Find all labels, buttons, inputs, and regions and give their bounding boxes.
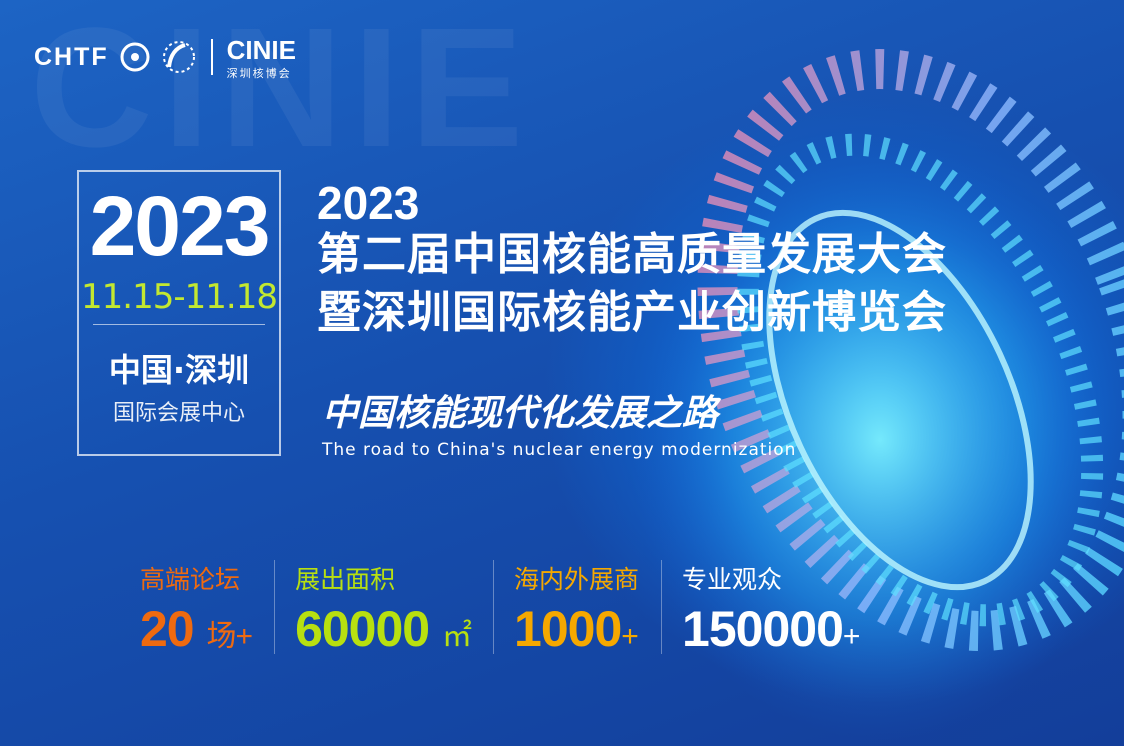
divider: [93, 324, 265, 325]
chtf-logo: CHTF: [34, 42, 109, 71]
stat-value: 20: [140, 601, 195, 657]
title-year: 2023: [317, 177, 420, 229]
stat-label: 高端论坛: [140, 565, 241, 594]
logo-divider: [210, 39, 213, 75]
stat-exhibitors: 海内外展商 1000+: [514, 560, 663, 657]
stat-unit: 场+: [206, 620, 254, 653]
watermark-text: CINIE: [30, 0, 534, 183]
cinie-subtitle: 深圳核博会: [226, 67, 292, 80]
swirl-graphic: [630, 49, 1124, 740]
venue: 国际会展中心: [112, 401, 245, 426]
stat-unit: ㎡: [442, 620, 472, 653]
logo-group: CHTF CINIE 深圳核博会: [34, 35, 296, 79]
title-line-2: 暨深圳国际核能产业创新博览会: [317, 287, 947, 338]
stat-visitors: 专业观众 150000+: [682, 560, 881, 657]
stat-label: 专业观众: [682, 565, 783, 594]
chtf-emblem-icon: [120, 42, 150, 72]
cinie-text: CINIE: [226, 35, 296, 65]
event-title: 2023 第二届中国核能高质量发展大会 暨深圳国际核能产业创新博览会: [317, 180, 947, 342]
cinie-logo: CINIE 深圳核博会: [227, 35, 296, 79]
stat-area: 展出面积 60000 ㎡: [295, 560, 495, 657]
globe-emblem-icon: [162, 41, 195, 73]
stat-unit: +: [621, 620, 639, 653]
title-line-1: 第二届中国核能高质量发展大会: [317, 229, 947, 280]
city: 中国·深圳: [108, 351, 250, 389]
stat-label: 海内外展商: [514, 565, 640, 594]
slogan-en: The road to China's nuclear energy moder…: [322, 440, 797, 460]
date-year: 2023: [89, 179, 271, 273]
stat-value: 1000: [514, 601, 622, 657]
stat-value: 60000: [295, 601, 430, 657]
stat-forums: 高端论坛 20 场+: [140, 560, 276, 657]
stat-label: 展出面积: [295, 565, 396, 594]
stat-unit: +: [842, 620, 861, 653]
date-box: 2023 11.15-11.18 中国·深圳 国际会展中心: [77, 170, 281, 456]
stats-row: 高端论坛 20 场+ 展出面积 60000 ㎡ 海内外展商 1000+ 专业观众…: [140, 560, 901, 657]
slogan-zh: 中国核能现代化发展之路: [322, 393, 719, 434]
date-range: 11.15-11.18: [81, 277, 278, 317]
stat-value: 150000: [682, 601, 844, 657]
